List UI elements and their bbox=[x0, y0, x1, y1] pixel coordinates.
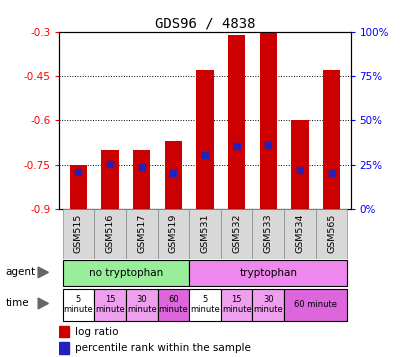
Bar bbox=[252, 209, 283, 259]
Bar bbox=[63, 209, 94, 259]
Text: time: time bbox=[5, 298, 29, 308]
Text: GSM533: GSM533 bbox=[263, 213, 272, 253]
Text: 15
minute: 15 minute bbox=[221, 295, 251, 314]
Bar bbox=[259, 32, 276, 209]
Bar bbox=[126, 289, 157, 321]
Bar bbox=[283, 209, 315, 259]
Bar bbox=[290, 120, 308, 209]
Bar bbox=[252, 289, 283, 321]
Text: GSM565: GSM565 bbox=[326, 213, 335, 252]
Title: GDS96 / 4838: GDS96 / 4838 bbox=[154, 17, 255, 31]
Text: 30
minute: 30 minute bbox=[253, 295, 283, 314]
Text: agent: agent bbox=[5, 267, 35, 277]
Bar bbox=[315, 209, 346, 259]
Polygon shape bbox=[38, 267, 48, 278]
Text: tryptophan: tryptophan bbox=[239, 268, 297, 278]
Bar bbox=[164, 141, 182, 209]
Text: 60
minute: 60 minute bbox=[158, 295, 188, 314]
Text: GSM519: GSM519 bbox=[169, 213, 178, 252]
Text: GSM517: GSM517 bbox=[137, 213, 146, 252]
Text: GSM515: GSM515 bbox=[74, 213, 83, 252]
Bar bbox=[220, 289, 252, 321]
Text: no tryptophan: no tryptophan bbox=[89, 268, 163, 278]
Bar bbox=[196, 70, 213, 209]
Bar bbox=[59, 342, 69, 353]
Polygon shape bbox=[38, 298, 48, 309]
Text: GSM531: GSM531 bbox=[200, 213, 209, 253]
Text: 15
minute: 15 minute bbox=[95, 295, 125, 314]
Bar bbox=[94, 209, 126, 259]
Text: GSM534: GSM534 bbox=[295, 213, 303, 253]
Bar bbox=[63, 260, 189, 286]
Bar bbox=[189, 289, 220, 321]
Bar bbox=[133, 150, 150, 209]
Bar bbox=[63, 289, 94, 321]
Bar bbox=[227, 35, 245, 209]
Text: log ratio: log ratio bbox=[75, 327, 119, 337]
Text: 5
minute: 5 minute bbox=[63, 295, 93, 314]
Bar bbox=[157, 289, 189, 321]
Bar bbox=[283, 289, 346, 321]
Bar bbox=[189, 260, 346, 286]
Text: percentile rank within the sample: percentile rank within the sample bbox=[75, 343, 251, 353]
Bar bbox=[220, 209, 252, 259]
Text: 5
minute: 5 minute bbox=[190, 295, 219, 314]
Bar bbox=[70, 165, 87, 209]
Bar bbox=[189, 209, 220, 259]
Text: GSM532: GSM532 bbox=[231, 213, 240, 253]
Text: 60 minute: 60 minute bbox=[294, 300, 337, 309]
Bar bbox=[59, 326, 69, 337]
Bar bbox=[157, 209, 189, 259]
Bar bbox=[94, 289, 126, 321]
Text: 30
minute: 30 minute bbox=[126, 295, 156, 314]
Bar bbox=[126, 209, 157, 259]
Bar bbox=[322, 70, 339, 209]
Text: GSM516: GSM516 bbox=[106, 213, 114, 252]
Bar bbox=[101, 150, 119, 209]
